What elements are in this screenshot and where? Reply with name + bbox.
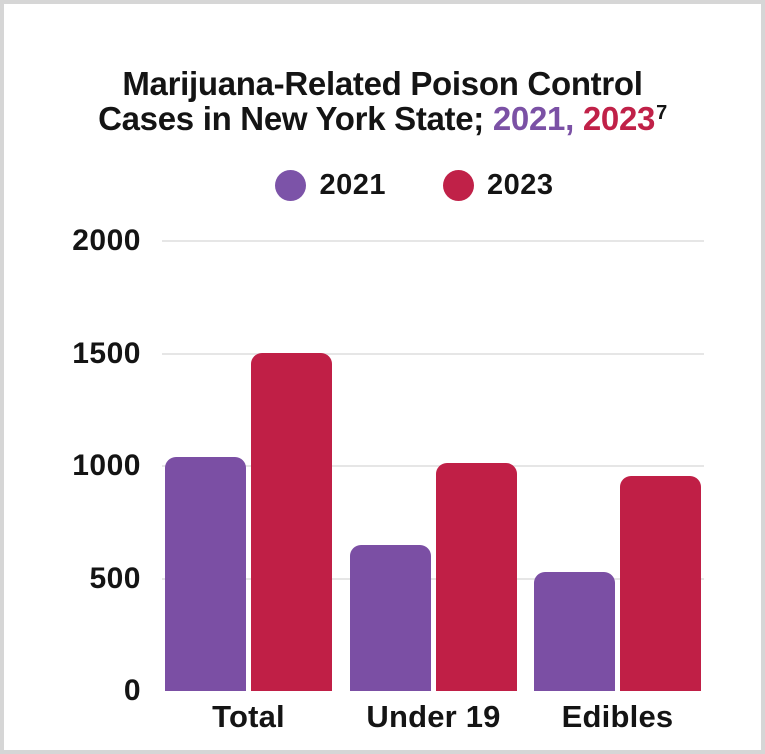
gridline-500 [162,577,704,580]
gridline-2000 [162,240,704,242]
bar-2023-edibles [620,476,701,691]
legend-item-2021: 2021 [275,169,386,202]
chart-title-line2-prefix: Cases in New York State; [98,100,493,137]
bar-2023-under-19 [436,463,517,691]
y-axis-tick-1500: 1500 [72,336,141,370]
bar-2021-total [165,457,246,691]
chart-title-line1: Marijuana-Related Poison Control [122,65,643,102]
plot-area: 0 500 1000 1500 2000 Total Under 19 Edibles [72,224,704,734]
chart-title-year-2023: 2023 [582,100,656,137]
legend: 2021 2023 [36,169,761,202]
y-axis-tick-2000: 2000 [72,224,141,257]
legend-item-2023: 2023 [443,169,554,202]
y-axis-tick-1000: 1000 [72,449,141,482]
footnote-superscript: 7 [656,102,667,124]
y-axis-tick-500: 500 [89,561,141,595]
legend-label-2023: 2023 [487,169,554,201]
chart-title: Marijuana-Related Poison Control Cases i… [4,66,761,142]
x-axis-label-edibles: Edibles [561,699,674,734]
y-axis-tick-0: 0 [123,674,141,707]
legend-dot-2021-icon [275,170,307,201]
legend-dot-2023-icon [443,170,474,201]
gridline-1500 [162,352,704,355]
bar-2023-total [251,353,332,691]
chart-title-year-2021: 2021, [492,100,574,137]
gridline-1000 [162,465,704,467]
bar-2021-edibles [534,572,615,691]
x-axis-label-under-19: Under 19 [366,699,501,734]
legend-label-2021: 2021 [319,169,386,201]
bar-2021-under-19 [350,545,431,691]
x-axis-label-total: Total [212,699,285,734]
